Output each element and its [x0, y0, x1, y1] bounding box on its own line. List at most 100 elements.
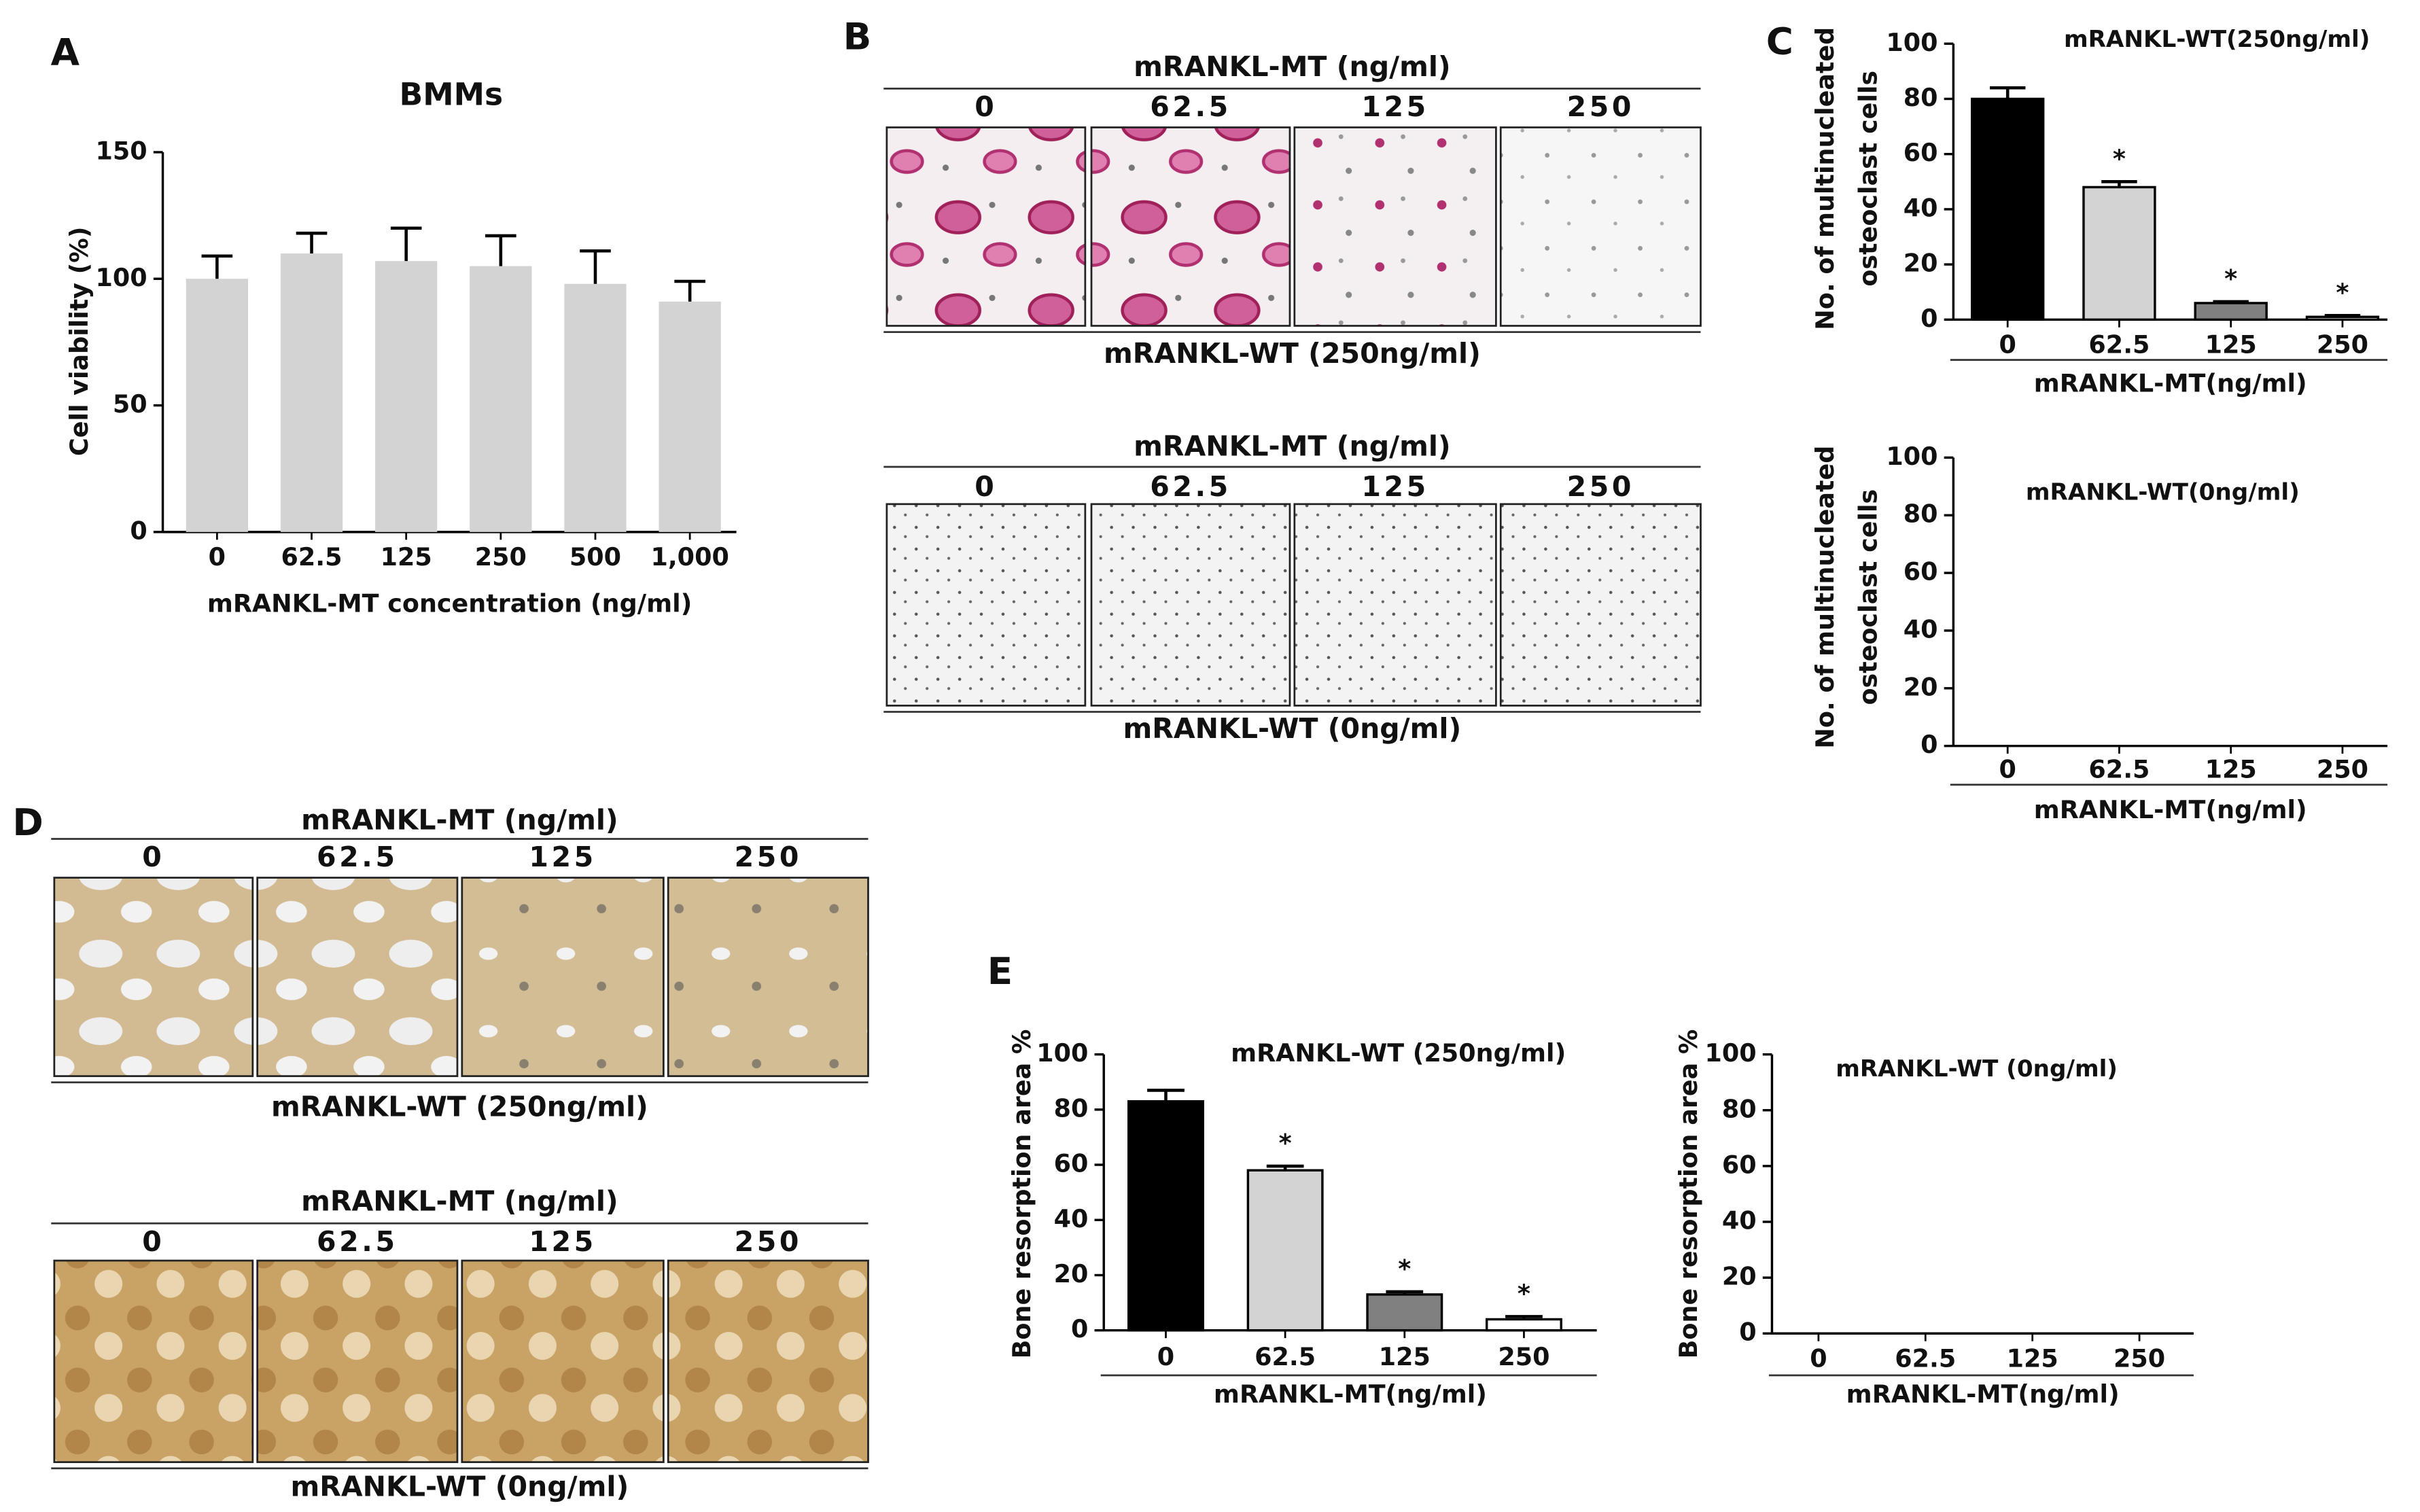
bar — [1971, 97, 2045, 321]
micrograph — [667, 877, 869, 1077]
y-axis-label: Bone resorption area % — [1674, 1030, 1703, 1359]
y-tick-label: 60 — [1904, 138, 1938, 167]
column-label: 0 — [142, 841, 164, 873]
column-label: 250 — [1567, 90, 1634, 123]
x-tick-label: 62.5 — [1255, 1342, 1316, 1371]
y-tick-label: 100 — [1704, 1038, 1756, 1068]
y-tick-label: 0 — [1921, 304, 1937, 333]
y-axis-label: osteoclast cells — [1854, 71, 1883, 287]
x-tick-label: 62.5 — [2088, 330, 2150, 359]
chart-title: BMMs — [399, 76, 503, 112]
x-tick-label: 62.5 — [2088, 755, 2150, 784]
micrograph — [885, 126, 1087, 327]
x-tick-label: 62.5 — [281, 542, 343, 572]
panel-label: D — [12, 801, 43, 844]
bar — [2305, 315, 2380, 321]
micrograph — [1499, 503, 1702, 707]
image-header: mRANKL-MT (ng/ml) — [301, 1185, 618, 1218]
column-label: 62.5 — [1150, 470, 1231, 503]
y-tick-label: 80 — [1904, 83, 1938, 112]
x-tick-label: 0 — [1810, 1344, 1827, 1373]
x-axis-label: mRANKL-MT(ng/ml) — [2034, 369, 2307, 398]
x-tick-label: 125 — [381, 542, 432, 572]
y-tick-label: 50 — [113, 389, 147, 419]
y-tick-label: 40 — [1904, 614, 1938, 644]
image-footer: mRANKL-WT (0ng/ml) — [1123, 712, 1462, 745]
bar — [659, 301, 721, 532]
y-tick-label: 20 — [1054, 1259, 1089, 1288]
y-tick-label: 0 — [1739, 1318, 1756, 1347]
micrograph — [53, 1259, 254, 1463]
x-tick-label: 250 — [2317, 330, 2368, 359]
significance-mark: * — [2224, 264, 2237, 294]
x-tick-label: 62.5 — [1895, 1344, 1956, 1373]
y-tick-label: 20 — [1904, 249, 1938, 278]
bar — [2082, 186, 2156, 321]
chart-title: mRANKL-WT (250ng/ml) — [1231, 1038, 1566, 1068]
y-axis-label: osteoclast cells — [1854, 489, 1883, 705]
y-tick-label: 20 — [1722, 1262, 1757, 1291]
panel-label: A — [51, 30, 80, 73]
bar — [1366, 1293, 1443, 1332]
y-tick-label: 150 — [96, 136, 147, 165]
column-label: 0 — [142, 1225, 164, 1258]
chart-title: mRANKL-WT(250ng/ml) — [2064, 26, 2370, 53]
column-label: 62.5 — [317, 841, 398, 873]
x-axis-label: mRANKL-MT(ng/ml) — [2034, 795, 2307, 824]
y-tick-label: 0 — [130, 516, 147, 545]
x-tick-label: 1,000 — [650, 542, 729, 572]
column-label: 125 — [1361, 470, 1428, 503]
x-tick-label: 125 — [1379, 1342, 1431, 1371]
micrograph — [256, 877, 459, 1077]
bar — [1127, 1100, 1204, 1332]
micrograph — [1090, 126, 1291, 327]
x-axis-label: mRANKL-MT concentration (ng/ml) — [207, 589, 692, 618]
chart-title: mRANKL-WT (0ng/ml) — [1836, 1055, 2118, 1083]
y-axis-label: Cell viability (%) — [65, 226, 94, 456]
column-label: 125 — [529, 1225, 596, 1258]
y-axis-label: Bone resorption area % — [1007, 1030, 1036, 1359]
x-tick-label: 250 — [2317, 755, 2368, 784]
image-header: mRANKL-MT (ng/ml) — [1134, 50, 1451, 83]
y-tick-label: 40 — [1054, 1204, 1089, 1233]
column-label: 250 — [735, 1225, 802, 1258]
y-tick-label: 80 — [1054, 1093, 1089, 1123]
y-tick-label: 80 — [1904, 499, 1938, 529]
y-tick-label: 0 — [1071, 1314, 1088, 1343]
y-tick-label: 100 — [96, 263, 147, 292]
micrograph — [256, 1259, 459, 1463]
y-tick-label: 100 — [1036, 1038, 1088, 1068]
y-tick-label: 100 — [1886, 442, 1937, 471]
column-label: 62.5 — [1150, 90, 1231, 123]
x-tick-label: 0 — [1157, 1342, 1174, 1371]
x-tick-label: 125 — [2007, 1344, 2058, 1373]
y-tick-label: 40 — [1904, 193, 1938, 222]
x-axis-label: mRANKL-MT(ng/ml) — [1214, 1379, 1487, 1409]
panel-label: B — [843, 15, 872, 58]
x-tick-label: 0 — [1999, 755, 2016, 784]
x-tick-label: 250 — [1498, 1342, 1549, 1371]
micrograph — [1090, 503, 1291, 707]
panel-label: C — [1766, 19, 1793, 63]
micrograph — [1293, 503, 1497, 707]
x-tick-label: 250 — [2114, 1344, 2165, 1373]
significance-mark: * — [2336, 278, 2349, 307]
column-label: 0 — [975, 90, 997, 123]
y-tick-label: 60 — [1904, 557, 1938, 586]
bar — [2194, 302, 2268, 321]
chart-title: mRANKL-WT(0ng/ml) — [2026, 478, 2300, 506]
bar — [564, 283, 627, 532]
micrograph — [1293, 126, 1497, 327]
y-axis-label: No. of multinucleated — [1810, 27, 1840, 330]
column-label: 250 — [735, 841, 802, 873]
y-tick-label: 100 — [1886, 28, 1937, 57]
micrograph — [461, 877, 665, 1077]
column-label: 0 — [975, 470, 997, 503]
significance-mark: * — [2113, 144, 2126, 173]
micrograph — [53, 877, 254, 1077]
image-header: mRANKL-MT (ng/ml) — [301, 803, 618, 836]
significance-mark: * — [1398, 1254, 1411, 1283]
micrograph — [461, 1259, 665, 1463]
